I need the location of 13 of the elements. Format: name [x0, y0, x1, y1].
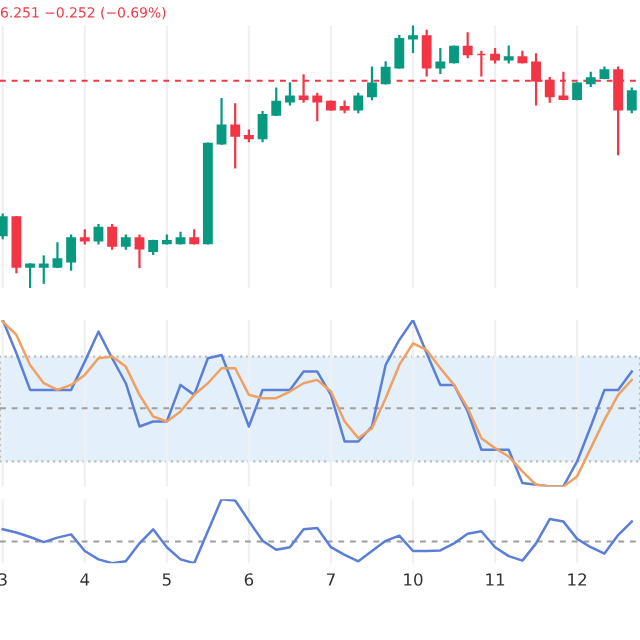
x-tick-label: 6 [244, 573, 254, 586]
x-tick-label: 10 [404, 573, 423, 586]
candlestick [326, 100, 336, 111]
candlestick [202, 142, 213, 245]
candlestick [408, 25, 418, 53]
x-tick-label: 4 [80, 573, 90, 586]
x-tick-label: 12 [568, 573, 587, 586]
x-tick-label: 11 [486, 573, 505, 586]
x-tick-label: 5 [162, 573, 171, 586]
x-tick-label: 7 [327, 573, 335, 586]
candlestick [449, 45, 459, 64]
candlestick [503, 45, 514, 64]
candlestick [79, 229, 90, 245]
